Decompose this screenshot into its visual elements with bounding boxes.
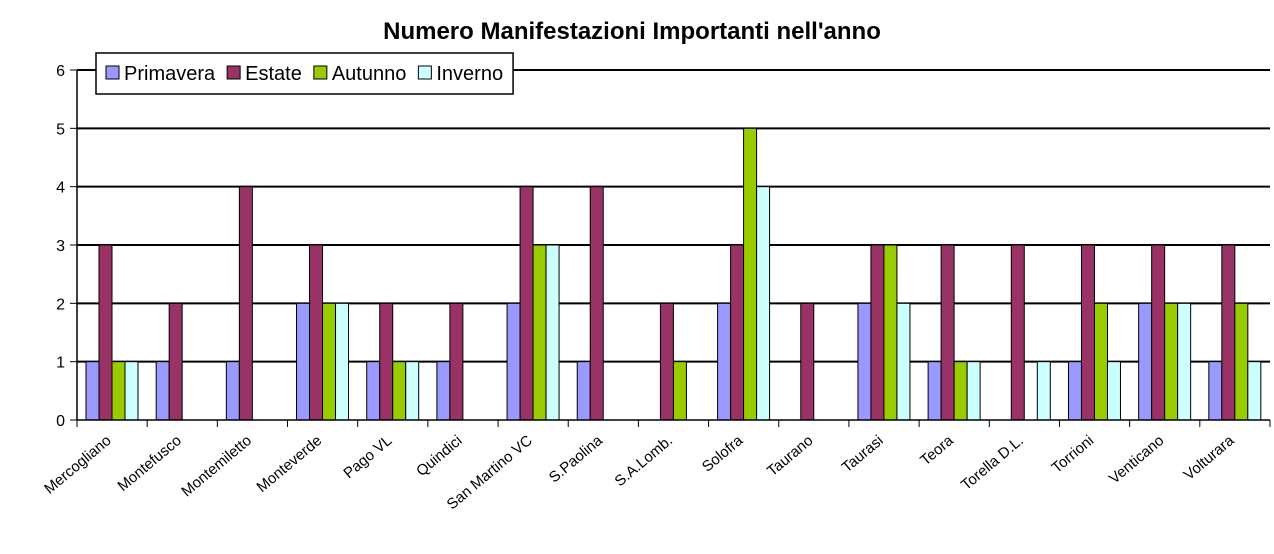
x-axis-labels: Mercogliano MontefuscoMontemilettoMonteve… — [41, 432, 1238, 514]
bar-estate-12 — [940, 244, 955, 421]
bar-primavera-3 — [296, 302, 311, 421]
x-tick-label: Torella D.L. — [958, 432, 1027, 494]
bar-estate-16 — [1221, 244, 1236, 421]
bar-primavera-11 — [857, 302, 872, 421]
x-tick-label: Montemiletto — [178, 432, 255, 500]
bar-primavera-2 — [225, 361, 240, 421]
bar-estate-13 — [1010, 244, 1025, 421]
y-tick-label: 5 — [56, 121, 65, 138]
bar-estate-7 — [589, 186, 604, 421]
x-tick-label: S.A.Lomb. — [611, 432, 676, 490]
y-tick-label: 0 — [56, 413, 65, 430]
legend-swatch-autunno — [313, 65, 328, 80]
legend-label-primavera: Primavera — [124, 63, 216, 85]
bar-autunno-12 — [953, 361, 968, 421]
bars — [85, 127, 1262, 421]
bar-autunno-0 — [111, 361, 126, 421]
bar-estate-15 — [1151, 244, 1166, 421]
legend-swatch-inverno — [417, 65, 432, 80]
bar-autunno-14 — [1093, 302, 1108, 421]
bar-inverno-12 — [966, 361, 981, 421]
bar-estate-2 — [238, 186, 253, 421]
bar-primavera-1 — [155, 361, 170, 421]
bar-autunno-11 — [883, 244, 898, 421]
bar-autunno-15 — [1164, 302, 1179, 421]
x-tick-label: S.Paolina — [546, 432, 607, 487]
bar-estate-5 — [449, 302, 464, 421]
bar-inverno-11 — [896, 302, 911, 421]
bar-primavera-12 — [927, 361, 942, 421]
bar-autunno-9 — [743, 127, 758, 421]
x-tick-label: Quindici — [413, 432, 465, 480]
bar-inverno-3 — [335, 302, 350, 421]
x-tick-label: Monteverde — [254, 432, 326, 496]
legend-label-estate: Estate — [245, 63, 302, 85]
legend: Primavera Estate Autunno Inverno — [95, 52, 514, 95]
x-tick-label: Mercogliano — [41, 432, 115, 498]
x-tick-label: Pago VL — [340, 432, 395, 482]
bar-autunno-16 — [1234, 302, 1249, 421]
y-tick-label: 3 — [56, 238, 65, 255]
bar-inverno-4 — [405, 361, 420, 421]
bar-primavera-16 — [1208, 361, 1223, 421]
y-tick-label: 1 — [56, 355, 65, 372]
bar-estate-8 — [659, 302, 674, 421]
x-tick-label: Taurasi — [839, 432, 887, 476]
bar-primavera-9 — [717, 302, 732, 421]
legend-label-inverno: Inverno — [436, 63, 503, 85]
bar-estate-3 — [309, 244, 324, 421]
bar-estate-11 — [870, 244, 885, 421]
x-tick-label: Torrioni — [1049, 432, 1098, 477]
x-tick-label: Montefusco — [115, 432, 185, 495]
bar-inverno-14 — [1106, 361, 1121, 421]
bar-estate-10 — [800, 302, 815, 421]
bar-inverno-0 — [124, 361, 139, 421]
bar-inverno-13 — [1036, 361, 1051, 421]
bar-autunno-6 — [532, 244, 547, 421]
bar-autunno-4 — [392, 361, 407, 421]
bar-primavera-7 — [576, 361, 591, 421]
bar-primavera-6 — [506, 302, 521, 421]
bar-inverno-16 — [1247, 361, 1262, 421]
bar-estate-4 — [379, 302, 394, 421]
legend-swatch-primavera — [105, 65, 120, 80]
y-tick-label: 4 — [56, 180, 65, 197]
bar-autunno-8 — [672, 361, 687, 421]
bar-inverno-6 — [545, 244, 560, 421]
bar-estate-6 — [519, 186, 534, 421]
y-tick-label: 6 — [56, 63, 65, 80]
x-tick-label: Taurano — [764, 432, 816, 480]
x-tick-label: Volturara — [1181, 432, 1238, 484]
axes — [76, 70, 1271, 427]
bar-estate-0 — [98, 244, 113, 421]
legend-swatch-estate — [226, 65, 241, 80]
bar-estate-9 — [730, 244, 745, 421]
bar-primavera-4 — [366, 361, 381, 421]
legend-label-autunno: Autunno — [332, 63, 407, 85]
bar-estate-14 — [1080, 244, 1095, 421]
y-axis-ticks: 0 1 2 3 4 5 6 — [56, 63, 77, 430]
y-tick-label: 2 — [56, 296, 65, 313]
chart-title: Numero Manifestazioni Importanti nell'an… — [383, 18, 881, 45]
bar-primavera-0 — [85, 361, 100, 421]
bar-inverno-9 — [756, 186, 771, 421]
bar-autunno-3 — [322, 302, 337, 421]
bar-primavera-14 — [1067, 361, 1082, 421]
legend-box — [95, 52, 514, 95]
x-tick-label: Teora — [917, 432, 957, 470]
x-tick-label: Solofra — [699, 432, 747, 476]
bar-inverno-15 — [1177, 302, 1192, 421]
bar-estate-1 — [168, 302, 183, 421]
bar-primavera-15 — [1138, 302, 1153, 421]
x-tick-label: Venticano — [1106, 432, 1167, 487]
bar-primavera-5 — [436, 361, 451, 421]
